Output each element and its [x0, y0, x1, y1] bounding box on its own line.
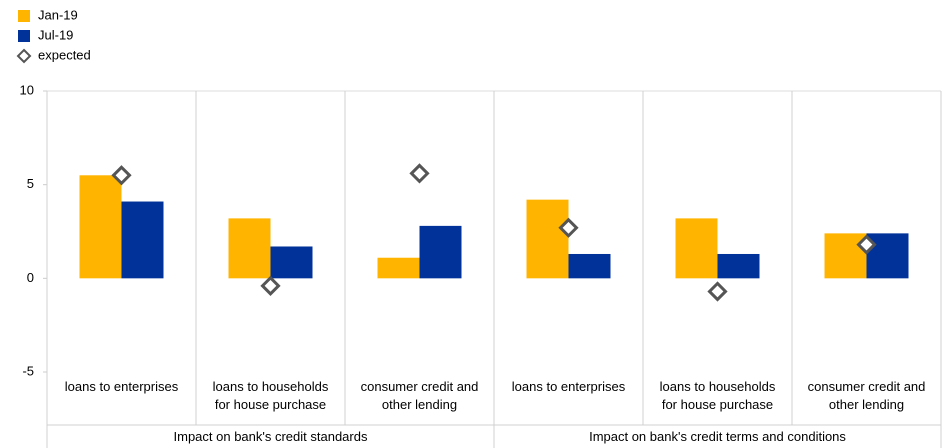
- bar: [228, 218, 271, 279]
- bar: [526, 199, 569, 279]
- x-tick-label: consumer credit and other lending: [360, 379, 479, 412]
- expected-marker: [260, 275, 281, 296]
- bar: [419, 225, 462, 279]
- legend-label: Jul-19: [38, 27, 73, 42]
- bar: [824, 233, 867, 279]
- expected-marker: [707, 281, 728, 302]
- bar: [866, 233, 909, 279]
- x-tick-label: loans to households for house purchase: [659, 379, 776, 412]
- expected-marker: [409, 163, 430, 184]
- y-tick-label: 5: [27, 176, 34, 191]
- legend-label: Jan-19: [38, 7, 78, 22]
- expected-marker: [856, 234, 877, 255]
- bar: [121, 201, 164, 279]
- bar: [377, 257, 420, 279]
- x-tick-label: consumer credit and other lending: [807, 379, 926, 412]
- x-tick-label: loans to enterprises: [511, 379, 626, 394]
- legend-label: expected: [38, 47, 91, 62]
- bar: [568, 253, 611, 279]
- expected-marker: [558, 217, 579, 238]
- bar: [717, 253, 760, 279]
- expected-marker: [111, 165, 132, 186]
- group-label: Impact on bank's credit standards: [173, 429, 368, 444]
- y-tick-label: -5: [22, 363, 34, 378]
- group-label: Impact on bank's credit terms and condit…: [589, 429, 846, 444]
- y-tick-label: 0: [27, 270, 34, 285]
- legend-marker: [18, 10, 30, 22]
- y-tick-label: 10: [20, 82, 34, 97]
- bar: [675, 218, 718, 279]
- bar: [270, 246, 313, 279]
- legend-marker: [16, 48, 32, 64]
- legend-marker: [18, 30, 30, 42]
- x-tick-label: loans to households for house purchase: [212, 379, 329, 412]
- x-tick-label: loans to enterprises: [64, 379, 179, 394]
- bar: [79, 175, 122, 279]
